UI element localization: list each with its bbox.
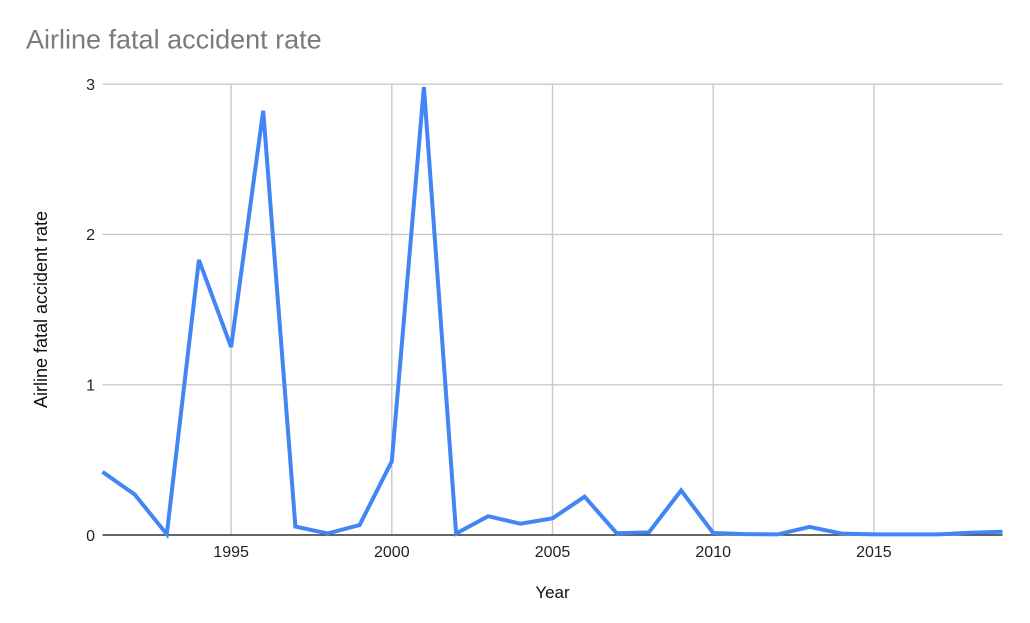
svg-text:2: 2 — [86, 227, 95, 244]
svg-text:3: 3 — [86, 77, 95, 94]
svg-text:Airline fatal accident rate: Airline fatal accident rate — [26, 25, 322, 55]
svg-text:Year: Year — [535, 583, 570, 602]
svg-text:2005: 2005 — [535, 544, 571, 561]
svg-text:2000: 2000 — [374, 544, 410, 561]
svg-text:0: 0 — [86, 528, 95, 545]
svg-text:2015: 2015 — [856, 544, 892, 561]
svg-text:Airline fatal accident rate: Airline fatal accident rate — [31, 211, 51, 408]
svg-text:1995: 1995 — [213, 544, 249, 561]
svg-text:2010: 2010 — [695, 544, 731, 561]
svg-text:1: 1 — [86, 378, 95, 395]
